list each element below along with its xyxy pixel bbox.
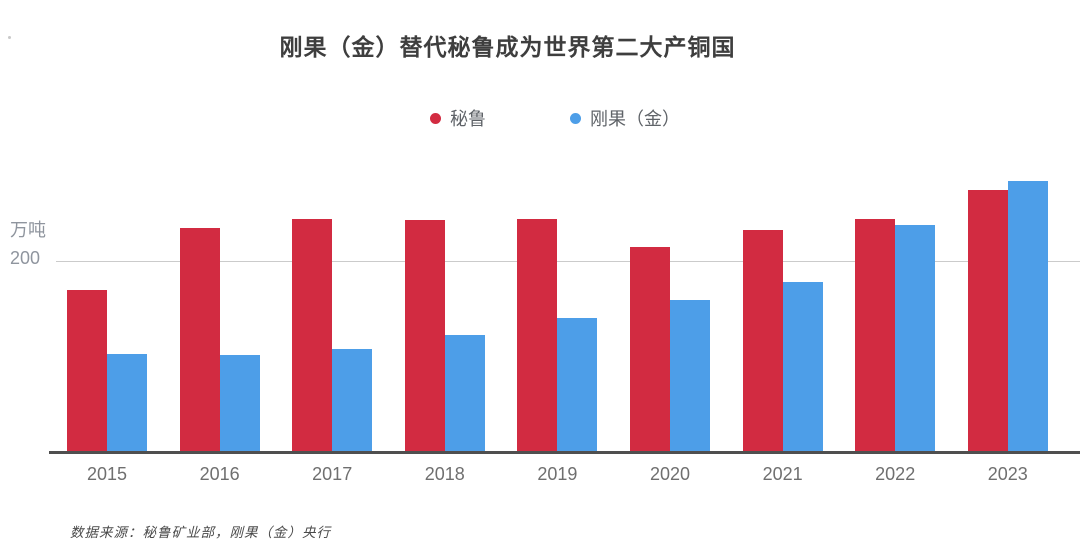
bar-peru-2020 xyxy=(630,247,670,453)
bar-congo-2021 xyxy=(782,281,823,453)
bar-peru-2015 xyxy=(67,290,107,453)
gridline-200 xyxy=(56,261,1080,262)
bar-congo-2015 xyxy=(107,354,147,453)
x-tick-2023: 2023 xyxy=(987,464,1028,484)
bar-peru-2017 xyxy=(292,219,333,453)
bar-congo-2017 xyxy=(332,348,373,453)
legend-item-peru: 秘鲁 xyxy=(430,105,486,131)
x-tick-2017: 2017 xyxy=(312,464,353,484)
bar-congo-2023 xyxy=(1007,181,1048,453)
bar-congo-2018 xyxy=(444,335,485,453)
x-axis-line xyxy=(49,451,1080,454)
source-note: 数据来源：秘鲁矿业部，刚果（金）央行 xyxy=(70,525,331,540)
bar-peru-2023 xyxy=(967,189,1008,453)
chart-title: 刚果（金）替代秘鲁成为世界第二大产铜国 xyxy=(279,34,736,60)
x-tick-2019: 2019 xyxy=(537,464,578,484)
x-tick-2016: 2016 xyxy=(199,464,240,484)
bar-congo-2020 xyxy=(670,299,710,453)
x-tick-2021: 2021 xyxy=(762,464,803,484)
stray-dot xyxy=(8,36,11,39)
bar-peru-2021 xyxy=(742,229,783,453)
legend-dot-peru-icon xyxy=(430,112,441,124)
y-axis-unit-label: 万吨 xyxy=(10,220,46,240)
x-tick-2015: 2015 xyxy=(86,464,128,484)
legend-dot-congo-icon xyxy=(570,112,581,124)
bar-congo-2022 xyxy=(895,225,936,453)
x-tick-2022: 2022 xyxy=(875,464,916,484)
bar-congo-2016 xyxy=(219,355,260,453)
bar-congo-2019 xyxy=(557,318,598,453)
bar-peru-2022 xyxy=(855,219,896,453)
y-axis-tick-200: 200 xyxy=(10,248,41,268)
legend: 秘鲁 刚果（金） xyxy=(0,105,1080,131)
legend-item-congo: 刚果（金） xyxy=(570,105,680,131)
legend-label-peru: 秘鲁 xyxy=(450,109,486,129)
legend-label-congo: 刚果（金） xyxy=(590,109,680,129)
x-tick-2018: 2018 xyxy=(424,464,465,484)
bar-peru-2018 xyxy=(404,220,445,453)
x-axis-labels: 2015 2016 2017 2018 2019 2020 2021 2022 2023 xyxy=(0,464,1080,488)
bar-peru-2019 xyxy=(517,219,558,453)
bar-peru-2016 xyxy=(179,228,220,453)
x-tick-2020: 2020 xyxy=(649,464,691,484)
